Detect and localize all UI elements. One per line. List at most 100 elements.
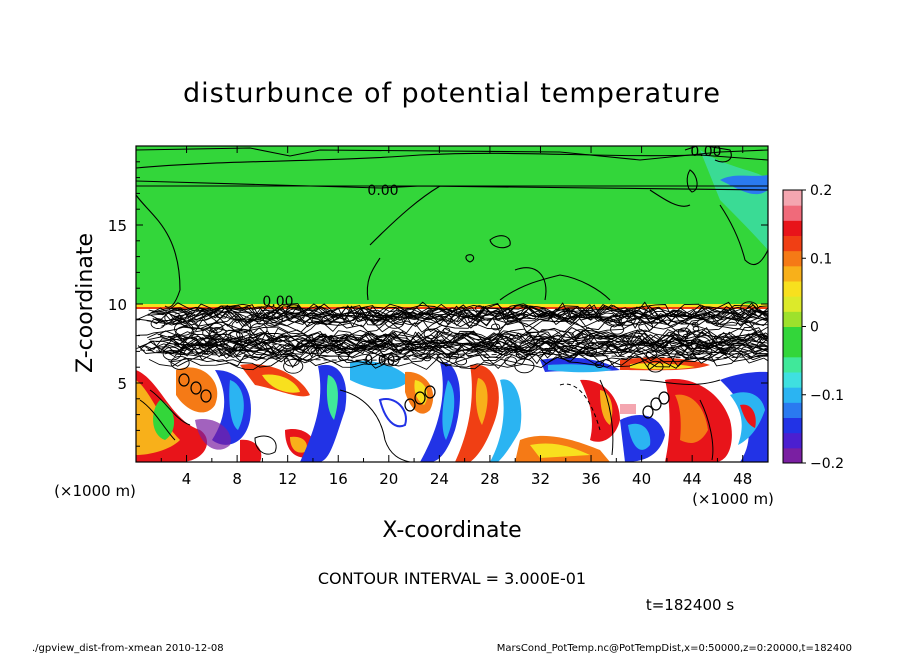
contour-loop bbox=[374, 334, 393, 348]
contour-loop bbox=[618, 313, 636, 326]
contour-loop bbox=[401, 311, 420, 325]
contour-label: 0.00 bbox=[262, 294, 293, 310]
colorbar-swatch bbox=[783, 190, 802, 206]
contour-loop bbox=[370, 315, 385, 326]
colorbar-swatch bbox=[783, 250, 802, 267]
colorbar-swatch bbox=[783, 432, 802, 449]
footer-left: ./gpview_dist-from-xmean 2010-12-08 bbox=[32, 643, 224, 654]
colorbar-swatch bbox=[783, 281, 802, 297]
contour-loop bbox=[690, 336, 711, 352]
plot-field bbox=[136, 146, 768, 462]
contour-loop bbox=[542, 347, 551, 355]
colorbar-swatch bbox=[783, 356, 802, 373]
colorbar-swatch bbox=[783, 235, 802, 252]
contour-loop bbox=[321, 315, 334, 325]
y-tick-label: 10 bbox=[108, 296, 127, 314]
colorbar-swatch bbox=[783, 265, 802, 282]
y-axis: 5 10 15 bbox=[108, 161, 768, 447]
contour-loop bbox=[508, 346, 518, 354]
contour-loop bbox=[426, 309, 434, 315]
contour-line bbox=[164, 346, 768, 363]
dense-contours bbox=[136, 301, 768, 419]
contour-loop bbox=[594, 361, 605, 368]
contour-loop bbox=[585, 307, 594, 314]
boundary-band bbox=[136, 304, 768, 307]
footer-right: MarsCond_PotTemp.nc@PotTempDist,x=0:5000… bbox=[497, 643, 852, 654]
contour-labels: 0.00 0.00 0.00 0.00 bbox=[262, 144, 721, 369]
x-axis: 4 8 12 16 20 24 28 32 36 40 44 48 bbox=[160, 146, 752, 488]
contour-loop bbox=[404, 398, 416, 412]
contour-loop bbox=[692, 345, 713, 360]
colorbar-swatch bbox=[783, 311, 802, 327]
contour-line bbox=[152, 310, 768, 328]
x-tick-label: 20 bbox=[379, 470, 398, 488]
contour-loop bbox=[692, 326, 700, 332]
contour-loop bbox=[658, 391, 670, 405]
contour-loop bbox=[716, 333, 734, 346]
y-tick-label: 15 bbox=[108, 217, 127, 235]
contour-line bbox=[153, 303, 768, 320]
contour-label: 0.00 bbox=[364, 353, 395, 369]
x-tick-label: 32 bbox=[531, 470, 550, 488]
contour-loop bbox=[250, 323, 268, 336]
contour-loop bbox=[423, 328, 438, 340]
x-tick-label: 4 bbox=[182, 470, 192, 488]
contour-loop bbox=[236, 328, 251, 340]
contour-line bbox=[168, 352, 768, 370]
contour-loop bbox=[557, 311, 572, 322]
chart-title: disturbunce of potential temperature bbox=[183, 78, 721, 109]
x-axis-label: X-coordinate bbox=[382, 518, 521, 543]
x-tick-label: 48 bbox=[733, 470, 752, 488]
contour-loop bbox=[506, 317, 514, 323]
x-tick-label: 44 bbox=[683, 470, 702, 488]
contour-loop bbox=[384, 313, 405, 329]
colorbar-swatch bbox=[783, 341, 802, 358]
y-axis-label: Z-coordinate bbox=[73, 233, 98, 373]
contour-loop bbox=[175, 326, 195, 340]
colorbar-tick-label: 0 bbox=[810, 320, 819, 336]
colorbar-swatch bbox=[783, 402, 802, 418]
contour-line bbox=[160, 344, 768, 362]
contour-loop bbox=[414, 391, 426, 405]
contour-loop bbox=[504, 356, 518, 366]
contour-line bbox=[148, 341, 768, 359]
colorbar-tick-label: −0.1 bbox=[810, 388, 844, 404]
contour-line bbox=[174, 336, 768, 354]
contour-loop bbox=[178, 373, 190, 387]
contour-loop bbox=[198, 338, 218, 352]
x-tick-label: 16 bbox=[329, 470, 348, 488]
y-tick-label: 5 bbox=[117, 375, 127, 393]
contour-loop bbox=[571, 329, 591, 343]
contour-loop bbox=[285, 308, 305, 323]
colorbar-swatch bbox=[783, 296, 802, 312]
contour-loop bbox=[455, 356, 468, 366]
colorbar: 0.2 0.1 0 −0.1 −0.2 bbox=[782, 183, 844, 472]
contour-loop bbox=[642, 405, 654, 419]
lower-contours bbox=[139, 379, 721, 462]
contour-line bbox=[137, 311, 768, 328]
contour-line-negative bbox=[159, 335, 768, 350]
contour-loop bbox=[647, 360, 664, 373]
contour-line bbox=[169, 329, 768, 348]
colorbar-tick-label: 0.2 bbox=[810, 183, 832, 199]
colorbar-tick-label: 0.1 bbox=[810, 251, 832, 267]
contour-line bbox=[147, 305, 768, 323]
contour-loop bbox=[491, 323, 501, 331]
colorbar-swatch bbox=[783, 447, 802, 464]
contour-loop bbox=[262, 312, 283, 327]
x-tick-label: 36 bbox=[581, 470, 600, 488]
colorbar-swatch bbox=[783, 205, 802, 221]
contour-loop bbox=[538, 308, 547, 315]
contour-loop bbox=[514, 358, 535, 374]
contour-line bbox=[150, 332, 768, 350]
contour-loop bbox=[583, 346, 597, 357]
colorbar-swatch bbox=[783, 387, 802, 403]
contour-loop bbox=[150, 318, 166, 329]
colorbar-tick-label: −0.2 bbox=[810, 456, 844, 472]
contour-loop bbox=[233, 344, 243, 352]
x-tick-label: 12 bbox=[278, 470, 297, 488]
y-unit-label: (×1000 m) bbox=[54, 482, 136, 500]
colorbar-swatch bbox=[783, 220, 802, 236]
contour-loop bbox=[677, 327, 691, 338]
contour-line bbox=[154, 304, 768, 321]
